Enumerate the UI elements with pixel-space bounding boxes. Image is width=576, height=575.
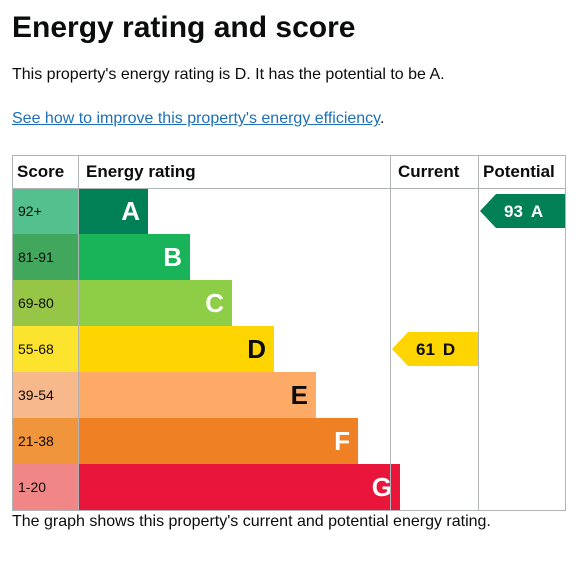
header-potential: Potential xyxy=(483,162,555,181)
rating-bar xyxy=(78,464,400,510)
header-score: Score xyxy=(17,162,64,181)
score-label: 81-91 xyxy=(18,249,54,265)
rating-letter: F xyxy=(334,426,350,456)
intro-text: This property's energy rating is D. It h… xyxy=(12,64,564,86)
header-current: Current xyxy=(398,162,460,181)
rating-letter: C xyxy=(205,288,224,318)
score-label: 1-20 xyxy=(18,479,46,495)
rating-letter: A xyxy=(121,196,140,226)
improve-efficiency-link[interactable]: See how to improve this property's energ… xyxy=(12,110,380,127)
score-label: 69-80 xyxy=(18,295,54,311)
rating-letter: E xyxy=(291,380,308,410)
page-title: Energy rating and score xyxy=(12,10,564,46)
score-label: 39-54 xyxy=(18,387,54,403)
marker-current xyxy=(392,332,478,366)
score-label: 92+ xyxy=(18,203,42,219)
rating-letter: D xyxy=(247,334,266,364)
rating-bar xyxy=(78,326,274,372)
rating-letter: G xyxy=(372,472,392,502)
chart-svg: Score Energy rating Current Potential 92+ A 81… xyxy=(12,155,566,511)
score-label: 55-68 xyxy=(18,341,54,357)
chart-caption: The graph shows this property's current … xyxy=(12,511,564,533)
rating-bar xyxy=(78,418,358,464)
rating-bar xyxy=(78,372,316,418)
header-rating: Energy rating xyxy=(86,162,196,181)
energy-rating-chart: Score Energy rating Current Potential 92+ A 81… xyxy=(12,155,564,511)
link-line: See how to improve this property's energ… xyxy=(12,108,564,130)
score-label: 21-38 xyxy=(18,433,54,449)
link-suffix: . xyxy=(380,110,384,127)
rating-letter: B xyxy=(163,242,182,272)
marker-potential xyxy=(480,194,566,228)
